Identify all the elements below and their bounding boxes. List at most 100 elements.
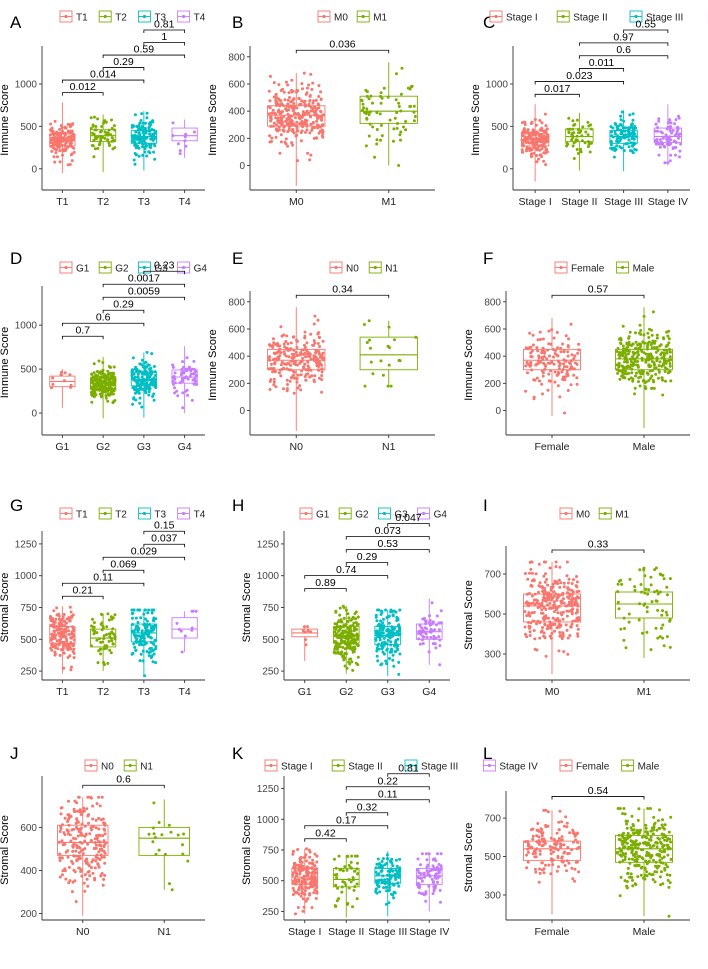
data-point xyxy=(184,367,188,371)
data-point xyxy=(563,359,567,362)
data-point xyxy=(145,386,148,390)
box-t2 xyxy=(89,612,117,672)
jitter-points xyxy=(524,322,581,415)
data-point xyxy=(621,354,625,358)
data-point xyxy=(544,130,548,133)
data-point xyxy=(665,585,669,589)
data-point xyxy=(618,356,621,360)
data-point xyxy=(360,98,364,102)
data-point xyxy=(561,631,565,635)
data-point xyxy=(69,668,73,672)
data-point xyxy=(646,331,650,335)
data-point xyxy=(562,824,566,828)
data-point xyxy=(342,606,346,610)
data-point xyxy=(95,379,99,383)
data-point xyxy=(613,122,617,125)
data-point xyxy=(278,354,282,358)
bracket-line xyxy=(143,270,186,275)
data-point xyxy=(78,851,81,855)
data-point xyxy=(572,357,576,360)
data-point xyxy=(549,624,553,628)
data-point xyxy=(317,364,320,368)
data-point xyxy=(374,879,378,883)
data-point xyxy=(140,128,144,131)
data-point xyxy=(292,391,296,395)
data-point xyxy=(627,612,631,616)
data-point xyxy=(397,623,401,627)
data-point xyxy=(184,375,188,379)
data-point xyxy=(543,839,547,843)
data-point xyxy=(396,122,399,125)
data-point xyxy=(320,390,324,394)
data-point xyxy=(637,380,640,384)
data-point xyxy=(535,147,539,151)
data-point xyxy=(390,874,394,878)
data-point xyxy=(554,581,558,585)
data-point xyxy=(100,795,104,799)
data-point xyxy=(667,121,671,125)
data-point xyxy=(133,140,137,144)
data-point xyxy=(305,349,309,352)
data-point xyxy=(613,149,617,152)
data-point xyxy=(382,652,386,656)
data-point xyxy=(290,114,294,118)
data-point xyxy=(619,114,623,118)
data-point xyxy=(615,350,619,353)
data-point xyxy=(562,597,565,601)
data-point xyxy=(60,839,64,843)
data-point xyxy=(140,358,144,362)
data-point xyxy=(79,813,83,816)
x-tick-label: Stage I xyxy=(518,196,551,208)
data-point xyxy=(560,820,564,824)
data-point xyxy=(133,162,137,166)
data-point xyxy=(73,879,77,883)
p-value-label: 0.6 xyxy=(116,774,131,786)
data-point xyxy=(190,626,194,630)
jitter-points xyxy=(301,625,313,647)
data-point xyxy=(655,336,659,340)
data-point xyxy=(380,643,384,647)
data-point xyxy=(51,132,55,136)
bracket-line xyxy=(143,29,186,33)
data-point xyxy=(570,610,574,614)
data-point xyxy=(619,338,623,342)
data-point xyxy=(521,141,525,145)
legend-key-dot xyxy=(269,763,273,768)
data-point xyxy=(99,395,103,399)
data-point xyxy=(546,583,550,587)
data-point xyxy=(286,144,290,148)
data-point xyxy=(130,370,134,374)
data-point xyxy=(649,354,653,358)
data-point xyxy=(339,638,343,642)
data-point xyxy=(290,141,294,145)
data-point xyxy=(152,365,156,368)
data-point xyxy=(621,365,625,368)
jitter-points xyxy=(374,853,402,906)
data-point xyxy=(555,869,559,873)
data-point xyxy=(562,581,566,585)
data-point xyxy=(576,128,580,131)
data-point xyxy=(303,330,307,334)
data-point xyxy=(524,364,528,368)
y-axis-title: Immune Score xyxy=(0,327,11,399)
data-point xyxy=(563,411,566,415)
data-point xyxy=(77,857,81,861)
x-tick-label: M1 xyxy=(637,686,652,698)
data-point xyxy=(416,868,420,872)
data-point xyxy=(660,376,664,380)
data-point xyxy=(85,857,89,861)
box-stage-ii xyxy=(565,112,594,171)
data-point xyxy=(640,348,644,352)
data-point xyxy=(554,565,558,569)
y-tick-label: 0 xyxy=(239,406,245,417)
y-axis-title: Immune Score xyxy=(463,329,475,401)
data-point xyxy=(545,139,549,143)
data-point xyxy=(571,597,575,601)
data-point xyxy=(615,128,619,132)
data-point xyxy=(55,613,59,617)
data-point xyxy=(391,614,395,618)
data-point xyxy=(398,652,402,656)
data-point xyxy=(304,373,308,376)
data-point xyxy=(98,371,102,374)
